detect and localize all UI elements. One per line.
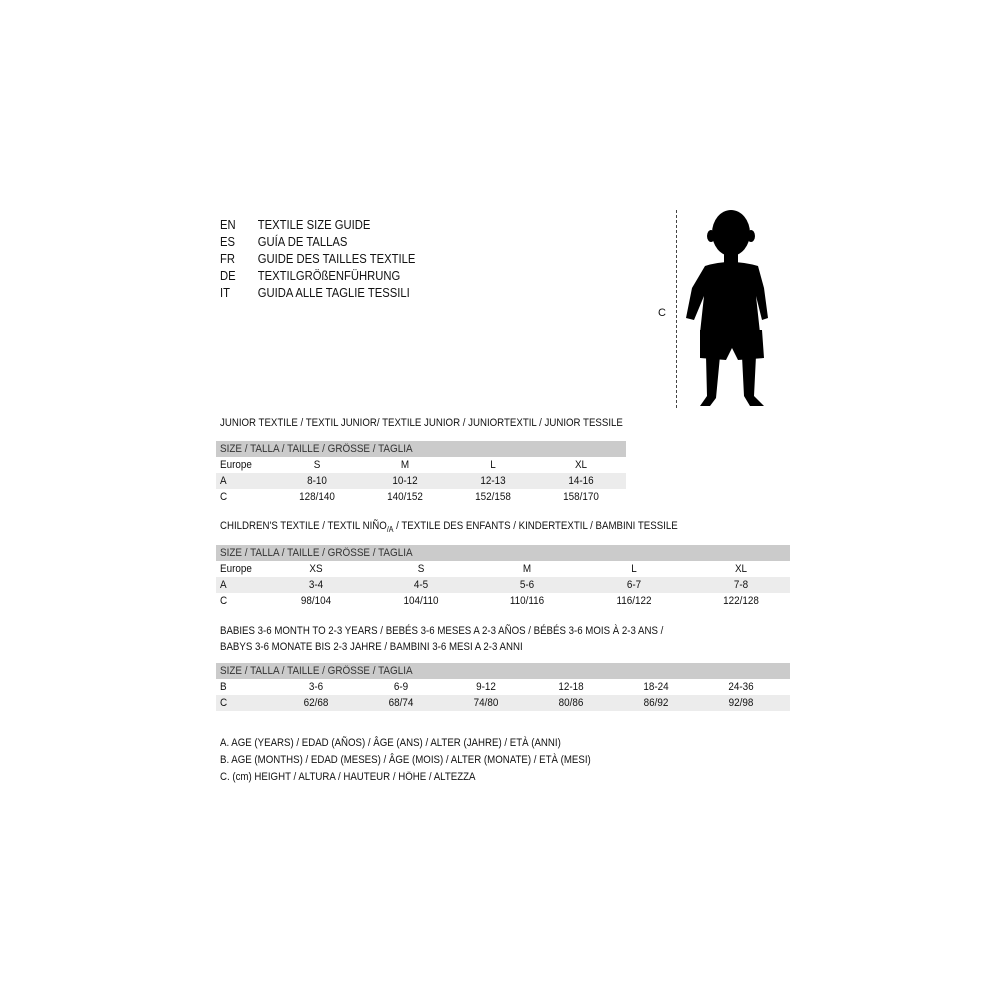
cell: 152/158 [475,491,511,503]
cell: 62/68 [303,697,329,709]
cell: 8-10 [307,475,327,487]
row-label: C [220,595,228,607]
cell: M [522,563,532,575]
row-label: C [220,491,228,503]
cell: 9-12 [476,681,496,693]
cell: 98/104 [300,595,332,607]
table-row: A 3-4 4-5 5-6 6-7 7-8 [216,577,790,593]
cell: 128/140 [299,491,335,503]
cell: 5-6 [519,579,535,591]
guide-line-de: DE TEXTILGRÖßENFÜHRUNG [220,268,400,285]
child-silhouette-icon [686,210,768,406]
table-row: C 62/68 68/74 74/80 80/86 86/92 92/98 [216,695,790,711]
header-label: SIZE / TALLA / TAILLE / GRÖSSE / TAGLIA [220,547,413,559]
row-label: Europe [220,563,252,575]
babies-title-line2: BABYS 3-6 MONATE BIS 2-3 JAHRE / BAMBINI… [220,641,523,653]
cell: S [313,459,321,471]
row-label: A [220,475,227,487]
cell: 110/116 [509,595,545,607]
guide-title: GUIDA ALLE TAGLIE TESSILI [257,286,410,300]
cell: 10-12 [392,475,418,487]
title-sub: /A [386,525,394,535]
lang-code: FR [220,252,236,266]
cell: 6-9 [393,681,409,693]
cell: 92/98 [728,697,754,709]
header-label: SIZE / TALLA / TAILLE / GRÖSSE / TAGLIA [220,665,413,677]
lang-code: IT [220,286,230,300]
children-size-table: SIZE / TALLA / TAILLE / GRÖSSE / TAGLIA … [216,545,790,609]
table-header: SIZE / TALLA / TAILLE / GRÖSSE / TAGLIA [216,663,790,679]
cell: M [400,459,410,471]
babies-title-line1: BABIES 3-6 MONTH TO 2-3 YEARS / BEBÉS 3-… [220,625,664,637]
header-label: SIZE / TALLA / TAILLE / GRÖSSE / TAGLIA [220,443,413,455]
guide-title: TEXTILGRÖßENFÜHRUNG [257,269,401,283]
lang-code: DE [220,269,236,283]
cell: 7-8 [733,579,749,591]
table-row: C 98/104 104/110 110/116 116/122 122/128 [216,593,790,609]
guide-line-it: IT GUIDA ALLE TAGLIE TESSILI [220,285,410,302]
legend-c: C. (cm) HEIGHT / ALTURA / HAUTEUR / HÖHE… [220,771,476,783]
cell: XS [309,563,323,575]
cell: 12-18 [558,681,584,693]
guide-title: GUIDE DES TAILLES TEXTILE [257,252,416,266]
cell: 24-36 [728,681,754,693]
cell: 4-5 [413,579,429,591]
title-text: CHILDREN'S TEXTILE / TEXTIL NIÑO [220,520,387,532]
guide-line-fr: FR GUIDE DES TAILLES TEXTILE [220,251,415,268]
cell: 3-6 [308,681,324,693]
babies-size-table: SIZE / TALLA / TAILLE / GRÖSSE / TAGLIA … [216,663,790,711]
table-row: Europe XS S M L XL [216,561,790,577]
legend-a: A. AGE (YEARS) / EDAD (AÑOS) / ÂGE (ANS)… [220,737,561,749]
junior-title: JUNIOR TEXTILE / TEXTIL JUNIOR/ TEXTILE … [220,417,623,429]
cell: 86/92 [643,697,669,709]
table-row: Europe S M L XL [216,457,626,473]
row-label: C [220,697,228,709]
cell: XL [734,563,748,575]
row-label: Europe [220,459,252,471]
lang-code: EN [220,218,236,232]
cell: 116/122 [616,595,652,607]
cell: 68/74 [388,697,414,709]
children-title: CHILDREN'S TEXTILE / TEXTIL NIÑO/A / TEX… [220,520,678,534]
junior-size-table: SIZE / TALLA / TAILLE / GRÖSSE / TAGLIA … [216,441,626,505]
table-header: SIZE / TALLA / TAILLE / GRÖSSE / TAGLIA [216,545,790,561]
cell: L [631,563,637,575]
table-row: C 128/140 140/152 152/158 158/170 [216,489,626,505]
row-label: A [220,579,227,591]
height-label: C [658,307,666,319]
guide-title: GUÍA DE TALLAS [257,235,348,249]
cell: S [417,563,425,575]
table-row: B 3-6 6-9 9-12 12-18 18-24 24-36 [216,679,790,695]
table-header: SIZE / TALLA / TAILLE / GRÖSSE / TAGLIA [216,441,626,457]
cell: 74/80 [473,697,499,709]
guide-line-en: EN TEXTILE SIZE GUIDE [220,217,370,234]
cell: 14-16 [568,475,594,487]
cell: 18-24 [643,681,669,693]
cell: 12-13 [480,475,506,487]
title-text: / TEXTILE DES ENFANTS / KINDERTEXTIL / B… [393,520,678,532]
guide-line-es: ES GUÍA DE TALLAS [220,234,347,251]
table-row: A 8-10 10-12 12-13 14-16 [216,473,626,489]
legend-b: B. AGE (MONTHS) / EDAD (MESES) / ÂGE (MO… [220,754,591,766]
cell: 6-7 [626,579,642,591]
row-label: B [220,681,227,693]
cell: 140/152 [387,491,423,503]
cell: 104/110 [403,595,439,607]
guide-title: TEXTILE SIZE GUIDE [257,218,371,232]
cell: 80/86 [558,697,584,709]
cell: 3-4 [308,579,324,591]
lang-code: ES [220,235,236,249]
cell: 158/170 [563,491,599,503]
cell: 122/128 [723,595,759,607]
cell: XL [574,459,588,471]
cell: L [490,459,496,471]
height-dashed-line [676,210,677,408]
